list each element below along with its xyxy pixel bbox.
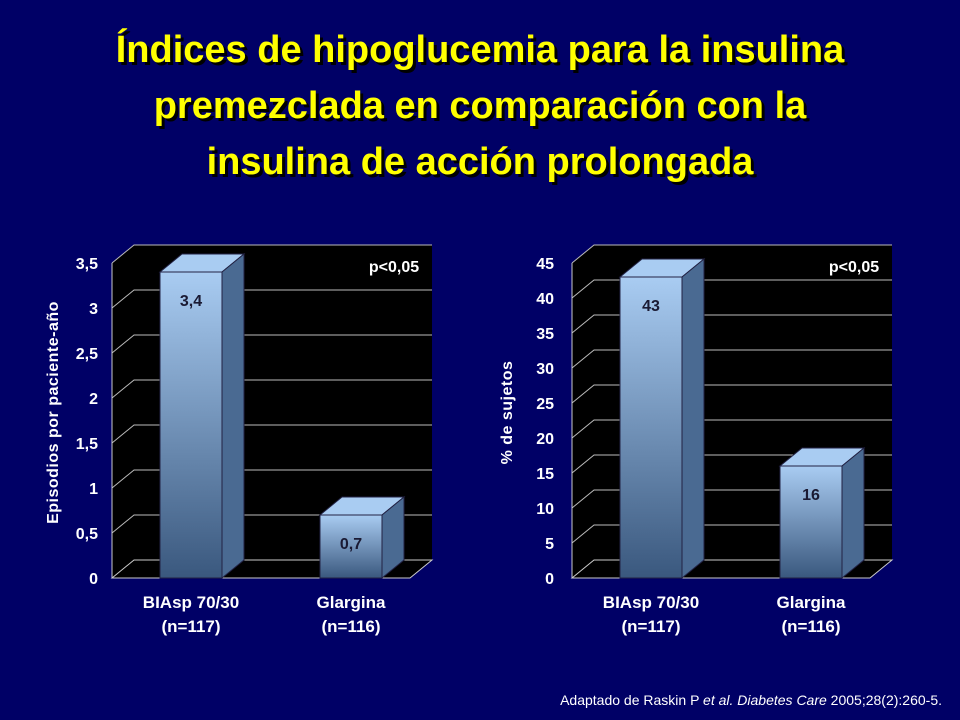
y-tick-label: 3 — [89, 301, 98, 318]
citation-etal: et al. — [703, 692, 734, 708]
bar-value-label: 43 — [642, 298, 660, 315]
x-category-label: Glargina — [777, 593, 847, 612]
y-tick-label: 40 — [536, 291, 554, 308]
bar — [159, 271, 223, 579]
bar-value-label: 16 — [802, 487, 820, 504]
gridline — [111, 379, 432, 399]
citation-journal: Diabetes Care — [737, 692, 827, 708]
citation: Adaptado de Raskin P et al. Diabetes Car… — [560, 692, 942, 708]
y-tick-label: 1,5 — [76, 436, 98, 453]
gridline — [571, 314, 892, 334]
bar-value-label: 0,7 — [340, 536, 362, 553]
y-tick-label: 25 — [536, 396, 554, 413]
slide-title: Índices de hipoglucemia para la insulina… — [0, 22, 960, 190]
y-tick-label: 1 — [89, 481, 98, 498]
x-category-label: Glargina — [317, 593, 387, 612]
p-value-annotation: p<0,05 — [369, 259, 419, 276]
bar-value-label: 3,4 — [180, 293, 202, 310]
bar — [319, 514, 383, 579]
gridline — [111, 424, 432, 444]
bar-side — [841, 446, 865, 580]
chart-percent-subjects: 0 5 10 15 20 25 30 35 40 45 % de sujetos 43 BIAsp 70… — [499, 244, 894, 636]
y-tick-label: 45 — [536, 256, 554, 273]
y-tick-label: 0 — [89, 571, 98, 588]
chart-hypoglycemia-episodes: 0 0,5 1 1,5 2 2,5 3 3,5 Episodios por paciente-a… — [45, 244, 434, 636]
bar-side — [681, 257, 705, 580]
x-category-label: (n=117) — [161, 617, 220, 636]
x-category-label: BIAsp 70/30 — [143, 593, 239, 612]
title-line-3: insulina de acción prolongada — [206, 141, 754, 183]
gridline — [111, 469, 432, 489]
p-value-annotation: p<0,05 — [829, 259, 879, 276]
chart-side-wall — [112, 245, 134, 578]
y-tick-label: 3,5 — [76, 256, 98, 273]
citation-suffix: 2005;28(2):260-5. — [826, 692, 942, 708]
y-tick-label: 35 — [536, 326, 554, 343]
y-tick-label: 20 — [536, 431, 554, 448]
y-tick-label: 0 — [545, 571, 554, 588]
bar — [779, 465, 843, 579]
y-tick-label: 5 — [545, 536, 554, 553]
gridline — [571, 384, 892, 404]
gridline — [571, 244, 892, 264]
title-line-2: premezclada en comparación con la — [153, 85, 807, 127]
gridline — [111, 289, 432, 309]
y-tick-label: 30 — [536, 361, 554, 378]
x-category-label: (n=117) — [621, 617, 680, 636]
y-axis-label: % de sujetos — [499, 361, 516, 465]
bar-side — [221, 252, 245, 580]
title-line-1: Índices de hipoglucemia para la insulina — [115, 29, 845, 71]
gridline — [111, 334, 432, 354]
gridline — [571, 419, 892, 439]
gridline — [571, 349, 892, 369]
citation-prefix: Adaptado de Raskin P — [560, 692, 704, 708]
y-tick-label: 2 — [89, 391, 98, 408]
x-category-label: (n=116) — [781, 617, 840, 636]
x-category-label: (n=116) — [321, 617, 380, 636]
bar — [619, 276, 683, 579]
y-axis-label: Episodios por paciente-año — [45, 301, 62, 524]
gridline — [111, 244, 432, 264]
y-tick-label: 15 — [536, 466, 554, 483]
x-category-label: BIAsp 70/30 — [603, 593, 699, 612]
y-tick-label: 2,5 — [76, 346, 98, 363]
y-tick-label: 10 — [536, 501, 554, 518]
gridline — [571, 279, 892, 299]
y-tick-label: 0,5 — [76, 526, 98, 543]
